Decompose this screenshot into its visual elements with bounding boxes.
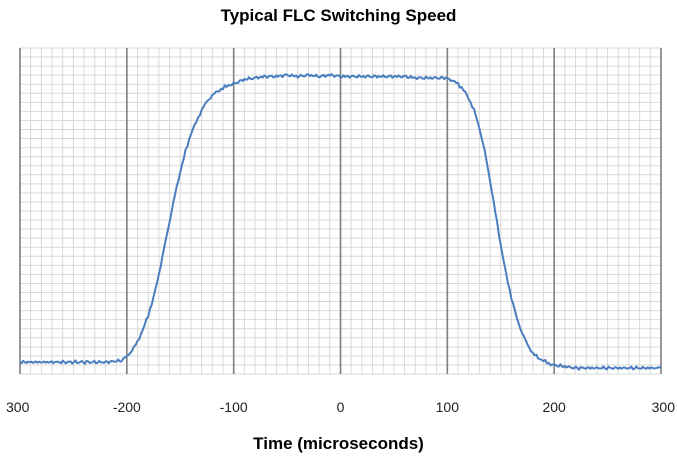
- x-axis-label: Time (microseconds): [253, 434, 424, 453]
- x-tick-label: 300: [6, 399, 30, 415]
- x-tick-label: 300: [652, 399, 676, 415]
- x-tick-label: -200: [113, 399, 141, 415]
- x-tick-label: -100: [220, 399, 248, 415]
- chart-title: Typical FLC Switching Speed: [220, 6, 457, 25]
- x-tick-label: 100: [436, 399, 460, 415]
- x-tick-labels: 300 -200 -100 0 100 200 300: [6, 399, 675, 415]
- series-layer: [19, 73, 662, 371]
- x-tick-label: 200: [542, 399, 566, 415]
- major-grid: [19, 48, 662, 374]
- series-line: [19, 73, 662, 371]
- x-tick-label: 0: [337, 399, 345, 415]
